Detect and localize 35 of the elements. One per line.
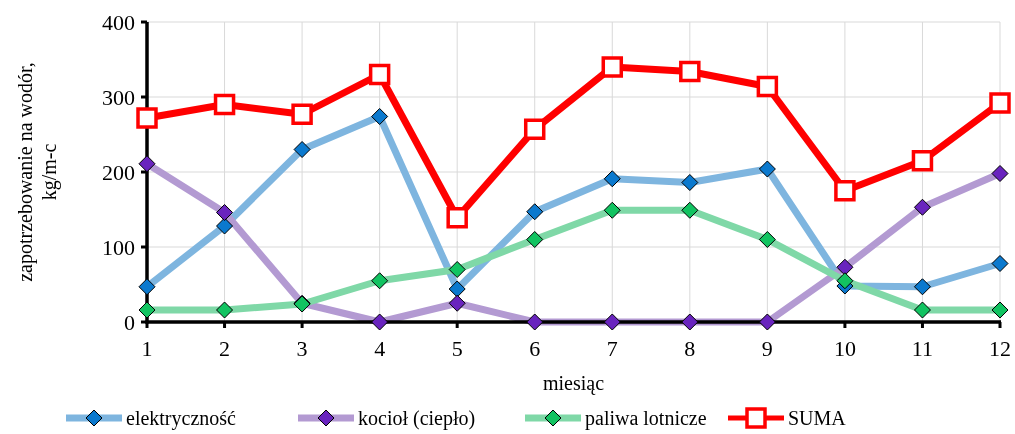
x-tick-label: 1 — [141, 336, 153, 361]
legend-label: kocioł (ciepło) — [358, 407, 476, 430]
x-axis-title: miesiąc — [542, 372, 605, 395]
point — [523, 118, 546, 140]
point — [989, 92, 1011, 114]
point — [368, 63, 391, 86]
point — [213, 93, 236, 116]
y-tick-label: 400 — [102, 9, 135, 35]
x-tick-label: 3 — [296, 336, 308, 361]
point — [446, 207, 468, 229]
x-tick-label: 10 — [833, 336, 856, 361]
x-tick-label: 4 — [374, 336, 386, 361]
x-tick-label: 8 — [684, 336, 696, 361]
point — [291, 103, 313, 125]
point — [136, 107, 158, 129]
point — [601, 56, 624, 78]
x-tick-label: 11 — [911, 336, 934, 361]
y-axis-title: zapotrzebowanie na wodór, kg/m-c — [14, 62, 61, 282]
point — [756, 75, 779, 98]
y-tick-label: 100 — [102, 234, 135, 260]
y-tick-label: 0 — [124, 309, 135, 335]
legend-label: SUMA — [788, 407, 847, 429]
x-tick-label: 5 — [451, 336, 463, 361]
point — [911, 150, 934, 172]
point — [834, 180, 856, 202]
legend-label: paliwa lotnicze — [585, 407, 707, 430]
y-tick-label: 200 — [102, 159, 135, 185]
x-tick-label: 2 — [219, 336, 231, 361]
x-tick-label: 12 — [989, 336, 1011, 361]
point — [679, 60, 701, 83]
x-tick-label: 9 — [761, 336, 773, 361]
x-tick-label: 7 — [606, 336, 618, 361]
y-tick-label: 300 — [102, 84, 135, 110]
legend-label: elektryczność — [126, 407, 237, 430]
x-tick-label: 6 — [529, 336, 541, 361]
